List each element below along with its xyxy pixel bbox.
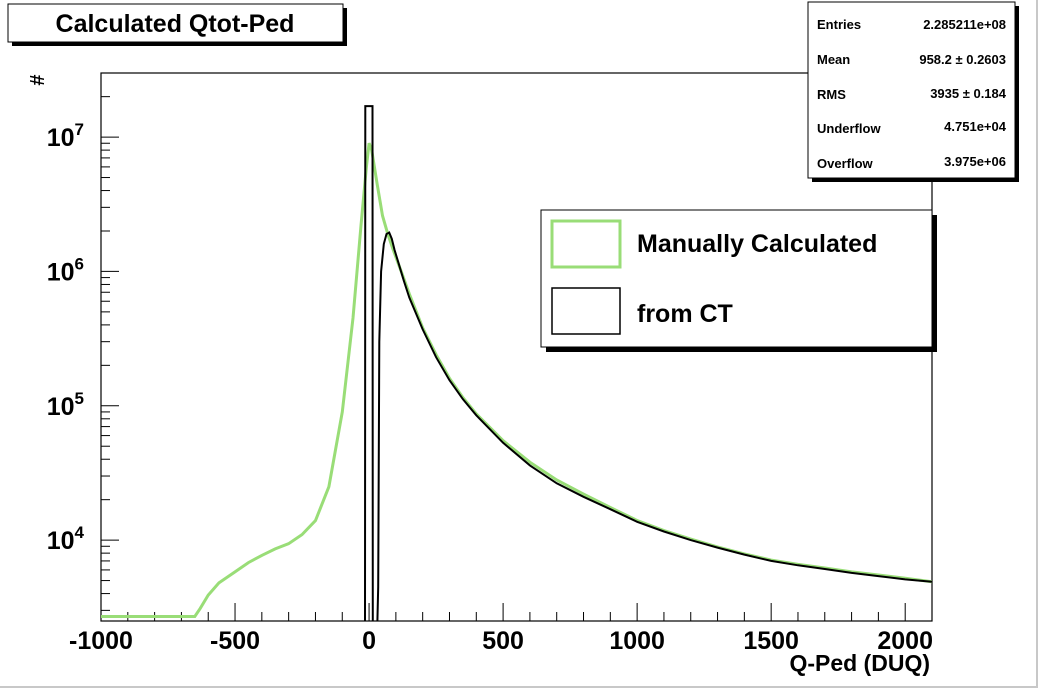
title-box: Calculated Qtot-Ped [7,3,347,46]
x-tick-label: 0 [362,627,376,655]
legend: Manually Calculated from CT [540,209,937,352]
stats-entries-value: 2.285211e+08 [923,17,1006,32]
y-tick-label: 106 [47,254,84,286]
stats-mean-label: Mean [817,52,850,67]
stats-rms-label: RMS [817,87,846,102]
y-tick-label: 105 [47,389,84,421]
legend-label-manually-calculated: Manually Calculated [637,230,877,258]
series-line-from-ct [364,105,932,621]
x-tick-label: 1500 [743,627,799,655]
legend-swatch-manually-calculated [550,219,622,269]
y-tick-label: 104 [47,523,85,555]
x-axis: -1000 -500 0 500 1000 1500 2000 [69,603,933,655]
stats-rms-value: 3935 ± 0.184 [930,86,1007,101]
stats-underflow-value: 4.751e+04 [944,119,1007,134]
chart-title: Calculated Qtot-Ped [56,10,295,38]
stats-underflow-label: Underflow [817,121,881,136]
y-axis-title: # [27,74,49,85]
legend-swatch-from-ct [551,287,621,335]
stats-overflow-value: 3.975e+06 [944,154,1006,169]
y-axis: 104 105 106 107 [47,72,119,611]
x-tick-label: -500 [210,627,260,655]
x-tick-label: 500 [482,627,524,655]
x-tick-label: 1000 [609,627,665,655]
x-tick-label: 2000 [877,627,933,655]
stats-box: Entries 2.285211e+08 Mean 958.2 ± 0.2603… [807,1,1019,182]
legend-label-from-ct: from CT [637,300,733,328]
x-tick-label: -1000 [69,627,133,655]
stats-mean-value: 958.2 ± 0.2603 [919,52,1006,67]
y-tick-label: 107 [47,120,84,152]
x-axis-title: Q-Ped (DUQ) [789,650,930,676]
stats-entries-label: Entries [817,17,861,32]
stats-overflow-label: Overflow [817,156,874,171]
